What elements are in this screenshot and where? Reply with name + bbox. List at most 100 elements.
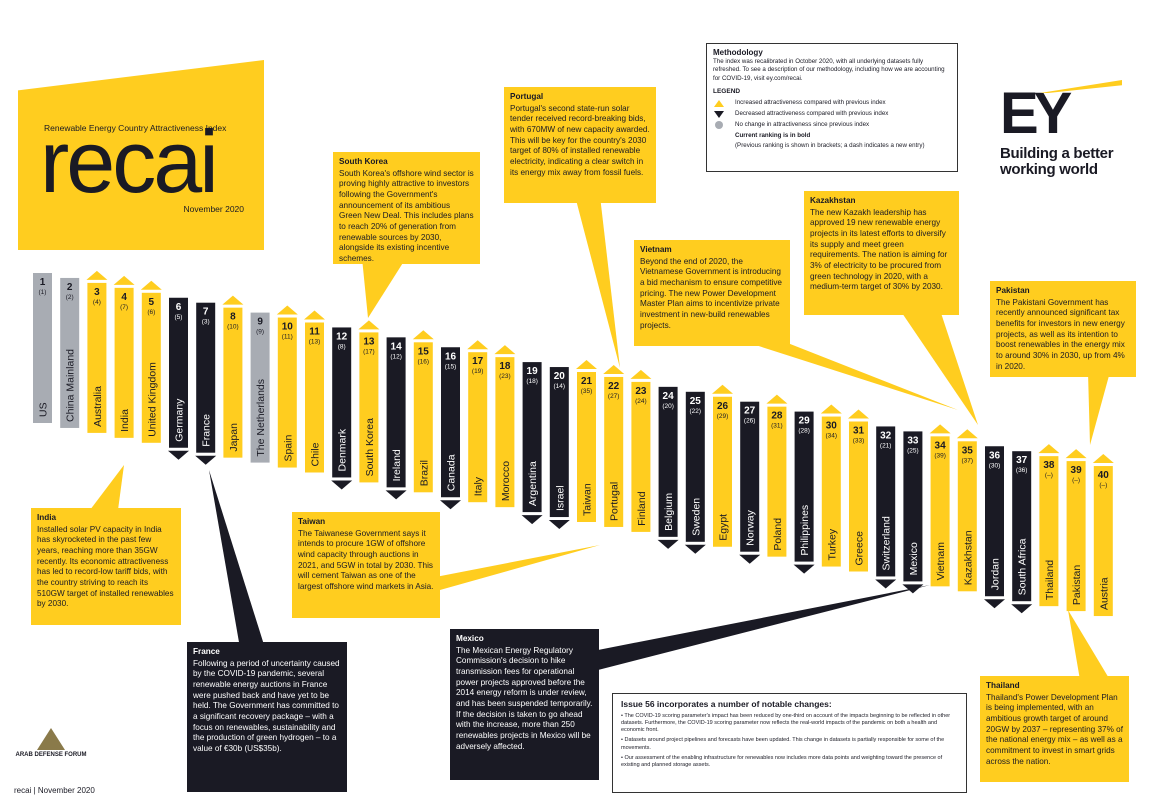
rank-label: 17 — [472, 356, 484, 367]
callout-south-korea: South Korea South Korea's offshore wind s… — [333, 152, 480, 264]
bar-rect — [359, 332, 379, 483]
bar-rect — [794, 411, 814, 562]
leader-vietnam — [740, 340, 958, 410]
bar-rect — [1066, 461, 1086, 612]
country-label: Italy — [473, 476, 485, 496]
paren-note: (Previous ranking is shown in brackets; … — [735, 142, 925, 150]
rank-label: 34 — [935, 440, 947, 451]
bar-rect — [114, 287, 134, 438]
up-arrow-icon — [276, 305, 298, 315]
bar-rect — [441, 347, 460, 498]
bar-rect — [985, 446, 1004, 597]
bar-mexico: 33(25) Mexico — [902, 431, 924, 594]
country-label: Japan — [228, 423, 240, 452]
leader-france — [209, 470, 265, 648]
down-arrow-icon — [684, 544, 706, 554]
country-label: Pakistan — [1071, 565, 1083, 605]
country-label: Turkey — [826, 528, 838, 560]
country-label: Mexico — [908, 542, 920, 575]
leader-pakistan — [1088, 372, 1110, 445]
bar-rect — [305, 322, 324, 473]
up-arrow-icon — [1065, 449, 1087, 459]
country-label: Germany — [174, 398, 186, 442]
rank-label: 38 — [1043, 460, 1055, 471]
bar-rect — [1093, 466, 1113, 617]
country-label: Poland — [772, 518, 784, 551]
previous-rank-label: (36) — [1016, 467, 1028, 474]
callout-taiwan: Taiwan The Taiwanese Government says it i… — [292, 512, 440, 618]
bar-jordan: 36(30) Jordan — [984, 446, 1005, 609]
previous-rank-label: (37) — [962, 457, 974, 464]
bar-denmark: 12(8) Denmark — [331, 327, 353, 490]
previous-rank-label: (13) — [309, 339, 321, 346]
previous-rank-label: (39) — [934, 452, 946, 459]
country-label: South Africa — [1017, 538, 1029, 595]
down-arrow-icon — [331, 480, 353, 490]
rank-label: 35 — [962, 445, 974, 456]
bar-france: 7(3) France — [195, 302, 217, 465]
country-label: Thailand — [1044, 560, 1056, 600]
bar-taiwan: 21(35) Taiwan — [576, 360, 597, 522]
bar-australia: 3(4) Australia — [86, 270, 108, 433]
rank-label: 4 — [121, 292, 127, 303]
previous-rank-label: (20) — [662, 403, 674, 410]
bar-rect — [1012, 451, 1032, 602]
bar-rect — [658, 386, 678, 537]
leader-india — [90, 465, 124, 510]
down-arrow-icon — [195, 455, 217, 465]
bar-turkey: 30(34) Turkey — [820, 404, 842, 567]
country-label: Switzerland — [881, 516, 893, 570]
callout-leader-lines — [90, 196, 1110, 680]
bar-us: 1(1) US — [33, 273, 52, 423]
rank-label: 18 — [499, 361, 511, 372]
bar-canada: 16(15) Canada — [440, 347, 461, 510]
up-arrow-icon — [576, 360, 597, 369]
bar-rect — [713, 396, 732, 547]
previous-rank-label: (29) — [717, 413, 729, 420]
country-label: Brazil — [418, 460, 430, 486]
bar-belgium: 24(20) Belgium — [657, 386, 679, 549]
bar-pakistan: 39(–) Pakistan — [1065, 449, 1087, 612]
bar-rect — [250, 312, 270, 463]
down-arrow-icon — [440, 500, 461, 510]
country-label: Spain — [282, 435, 294, 462]
bar-rect — [685, 391, 705, 542]
up-arrow-icon — [1092, 454, 1114, 464]
up-arrow-icon — [412, 330, 434, 340]
bar-rect — [849, 421, 868, 572]
leader-taiwan — [420, 545, 600, 590]
country-label: Egypt — [718, 514, 730, 541]
country-label: Vietnam — [935, 542, 947, 581]
issue-bullet: • Datasets around project pipelines and … — [621, 737, 945, 751]
bar-rect — [930, 436, 950, 587]
previous-rank-label: (16) — [418, 358, 430, 365]
callout-kazakhstan: Kazakhstan The new Kazakh leadership has … — [804, 191, 959, 315]
callout-india: India Installed solar PV capacity in Indi… — [31, 508, 181, 625]
country-label: Jordan — [990, 558, 1002, 590]
up-arrow-icon — [714, 99, 724, 107]
previous-rank-label: (–) — [1045, 472, 1053, 479]
rank-label: 1 — [40, 277, 46, 288]
methodology-text: The index was recalibrated in October 20… — [713, 58, 945, 82]
previous-rank-label: (18) — [526, 378, 538, 385]
issue-bullet: • Our assessment of the enabling infrast… — [621, 754, 943, 768]
bar-south-korea: 13(17) South Korea — [358, 320, 380, 483]
bar-rect — [169, 297, 188, 448]
bar-germany: 6(5) Germany — [168, 297, 189, 460]
bar-china-mainland: 2(2) China Mainland — [60, 277, 80, 428]
previous-rank-label: (11) — [282, 334, 293, 341]
up-arrow-icon — [712, 384, 733, 394]
recai-wordmark: recai — [40, 112, 219, 211]
down-arrow-icon — [1011, 604, 1033, 614]
leader-south-korea — [362, 258, 406, 318]
previous-rank-label: (9) — [256, 329, 264, 336]
legend-item-same: No change in attractiveness since previo… — [713, 121, 951, 130]
country-label: Philippines — [799, 505, 811, 556]
country-label: Australia — [92, 386, 104, 427]
previous-rank-label: (–) — [1072, 477, 1080, 484]
bar-rect — [332, 327, 352, 478]
country-label: Greece — [854, 531, 866, 566]
legend-label: No change in attractiveness since previo… — [735, 121, 870, 129]
bar-sweden: 25(22) Sweden — [684, 391, 706, 554]
issue-bullet: • The COVID-19 scoring parameter's impac… — [621, 713, 951, 734]
